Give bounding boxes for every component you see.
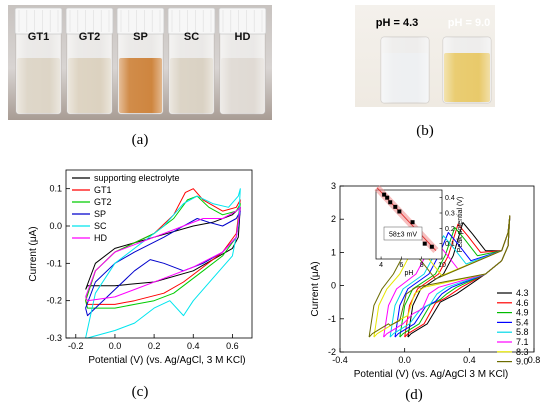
inset-y-tick-label: 0.4 bbox=[445, 195, 455, 202]
inset-y-tick-label: 0.2 bbox=[445, 226, 455, 233]
plot-frame bbox=[339, 185, 535, 353]
series-line-sp bbox=[85, 210, 241, 317]
panel-a-vial-highlight bbox=[220, 22, 265, 114]
x-tick-label: 0.6 bbox=[226, 341, 239, 351]
panel-a-vial-4: HD bbox=[218, 7, 267, 115]
panel-a-vial-highlight bbox=[169, 22, 214, 114]
y-tick-label: 2 bbox=[331, 214, 336, 224]
inset-x-tick-label: 8 bbox=[420, 262, 424, 269]
x-axis-title: Potential (V) (vs. Ag/AgCl, 3 M KCl) bbox=[88, 355, 245, 366]
inset-annotation: 58±3 mV bbox=[389, 232, 417, 239]
series-line-supporting-electrolyte bbox=[85, 206, 241, 290]
inset-chart: 58±3 mV 4 6 8 10 0.1 0.2 0.3 0.4 pH Peak potential… bbox=[374, 185, 464, 277]
legend-entry: 4.3 bbox=[516, 288, 529, 298]
panel-a-vial-label: GT1 bbox=[28, 31, 49, 43]
legend-entry: 4.6 bbox=[516, 298, 529, 308]
x-tick-label: 0.8 bbox=[528, 355, 541, 365]
legend-entry: 5.4 bbox=[516, 317, 529, 327]
series-line-gt2 bbox=[85, 195, 241, 309]
legend-entry: HD bbox=[94, 233, 107, 243]
x-tick-label: 0.2 bbox=[148, 341, 161, 351]
inset-point bbox=[410, 220, 415, 225]
y-tick-label: -0.3 bbox=[46, 333, 62, 343]
legend-entry: SC bbox=[94, 221, 107, 231]
panel-a-vial-3: SC bbox=[167, 7, 216, 115]
inset-x-tick-label: 4 bbox=[379, 262, 383, 269]
y-tick-label: 0 bbox=[331, 281, 336, 291]
y-tick-label: -0.2 bbox=[46, 296, 62, 306]
x-tick-label: -0.2 bbox=[68, 341, 84, 351]
y-axis-title: Current (μA) bbox=[310, 261, 321, 316]
panel-c-label: (c) bbox=[132, 384, 149, 400]
legend-entry: 7.1 bbox=[516, 337, 529, 347]
panel-b-vial-label: pH = 9.0 bbox=[448, 17, 491, 29]
series-line-hd bbox=[85, 206, 241, 302]
inset-x-axis-title: pH bbox=[405, 270, 414, 277]
chart-c: -0.2 0.0 0.2 0.4 0.6 -0.3 -0.2 -0.1 0.0 0.1 Potent… bbox=[28, 169, 253, 366]
series-line-ph-9-0 bbox=[368, 215, 511, 338]
legend-entry: 4.9 bbox=[516, 308, 529, 318]
inset-point bbox=[422, 241, 427, 246]
panel-a-vial-label: HD bbox=[235, 31, 251, 43]
x-tick-label: 0.0 bbox=[398, 355, 411, 365]
x-tick-label: 0.4 bbox=[463, 355, 476, 365]
chart-d: -0.4 0.0 0.4 0.8 -2 -1 0 1 2 3 Potential (V) (vs. … bbox=[310, 181, 540, 380]
y-axis-title: Current (μA) bbox=[28, 226, 39, 281]
panel-a-vial-highlight bbox=[16, 22, 61, 114]
inset-point bbox=[397, 209, 402, 214]
y-tick-label: 3 bbox=[331, 181, 336, 191]
legend-entry: 5.8 bbox=[516, 327, 529, 337]
panel-b-vial-highlight bbox=[443, 37, 491, 103]
panel-d-label: (d) bbox=[405, 387, 423, 403]
x-axis-title: Potential (V) (vs. Ag/AgCl 3 M KCl) bbox=[354, 369, 509, 380]
inset-x-tick-label: 6 bbox=[399, 262, 403, 269]
panel-a-label: (a) bbox=[132, 132, 149, 148]
panel-b-label: (b) bbox=[416, 123, 434, 139]
inset-point bbox=[385, 195, 390, 200]
y-tick-label: -0.1 bbox=[46, 258, 62, 268]
panel-b-vial-1: pH = 9.0 bbox=[442, 17, 492, 104]
panel-a-photo: GT1 GT2 SP SC HD bbox=[8, 5, 272, 120]
legend-entry: SP bbox=[94, 209, 106, 219]
panel-a-vial-2: SP bbox=[116, 7, 165, 115]
panel-a-vial-label: SP bbox=[133, 31, 148, 43]
inset-point bbox=[388, 200, 393, 205]
legend-entry: GT2 bbox=[94, 197, 112, 207]
inset-point bbox=[382, 192, 387, 197]
panel-a-vial-0: GT1 bbox=[14, 7, 63, 115]
inset-y-axis-title: Peak potential (V) bbox=[457, 197, 464, 253]
y-tick-label: 0.1 bbox=[49, 184, 62, 194]
legend-entry: GT1 bbox=[94, 185, 112, 195]
y-tick-label: -2 bbox=[328, 347, 336, 357]
panel-a-vial-highlight bbox=[118, 22, 163, 114]
panel-a-vial-label: GT2 bbox=[79, 31, 100, 43]
legend-entry: 9.0 bbox=[516, 357, 529, 367]
inset-point bbox=[393, 204, 398, 209]
panel-a-vial-label: SC bbox=[184, 31, 199, 43]
y-tick-label: 1 bbox=[331, 247, 336, 257]
panel-a-vial-highlight bbox=[67, 22, 112, 114]
panel-b-vial-highlight bbox=[381, 37, 429, 103]
panel-b-photo: pH = 4.3 pH = 9.0 bbox=[355, 5, 495, 107]
y-tick-label: 0.0 bbox=[49, 221, 62, 231]
plot-frame bbox=[65, 169, 253, 339]
x-tick-label: 0.0 bbox=[109, 341, 122, 351]
panel-a-vial-1: GT2 bbox=[65, 7, 114, 115]
series-line-sc bbox=[85, 188, 241, 339]
inset-y-tick-label: 0.1 bbox=[445, 241, 455, 248]
inset-y-tick-label: 0.3 bbox=[445, 211, 455, 218]
panel-b-vial-label: pH = 4.3 bbox=[376, 17, 419, 29]
x-tick-label: -0.4 bbox=[332, 355, 348, 365]
inset-x-tick-label: 10 bbox=[438, 262, 446, 269]
inset-annotation-box bbox=[383, 226, 423, 241]
panel-b-vial-0: pH = 4.3 bbox=[376, 17, 430, 104]
legend-entry: supporting electrolyte bbox=[94, 173, 180, 183]
x-tick-label: 0.4 bbox=[187, 341, 200, 351]
inset-point bbox=[429, 244, 434, 249]
y-tick-label: -1 bbox=[328, 314, 336, 324]
legend-entry: 8.3 bbox=[516, 347, 529, 357]
